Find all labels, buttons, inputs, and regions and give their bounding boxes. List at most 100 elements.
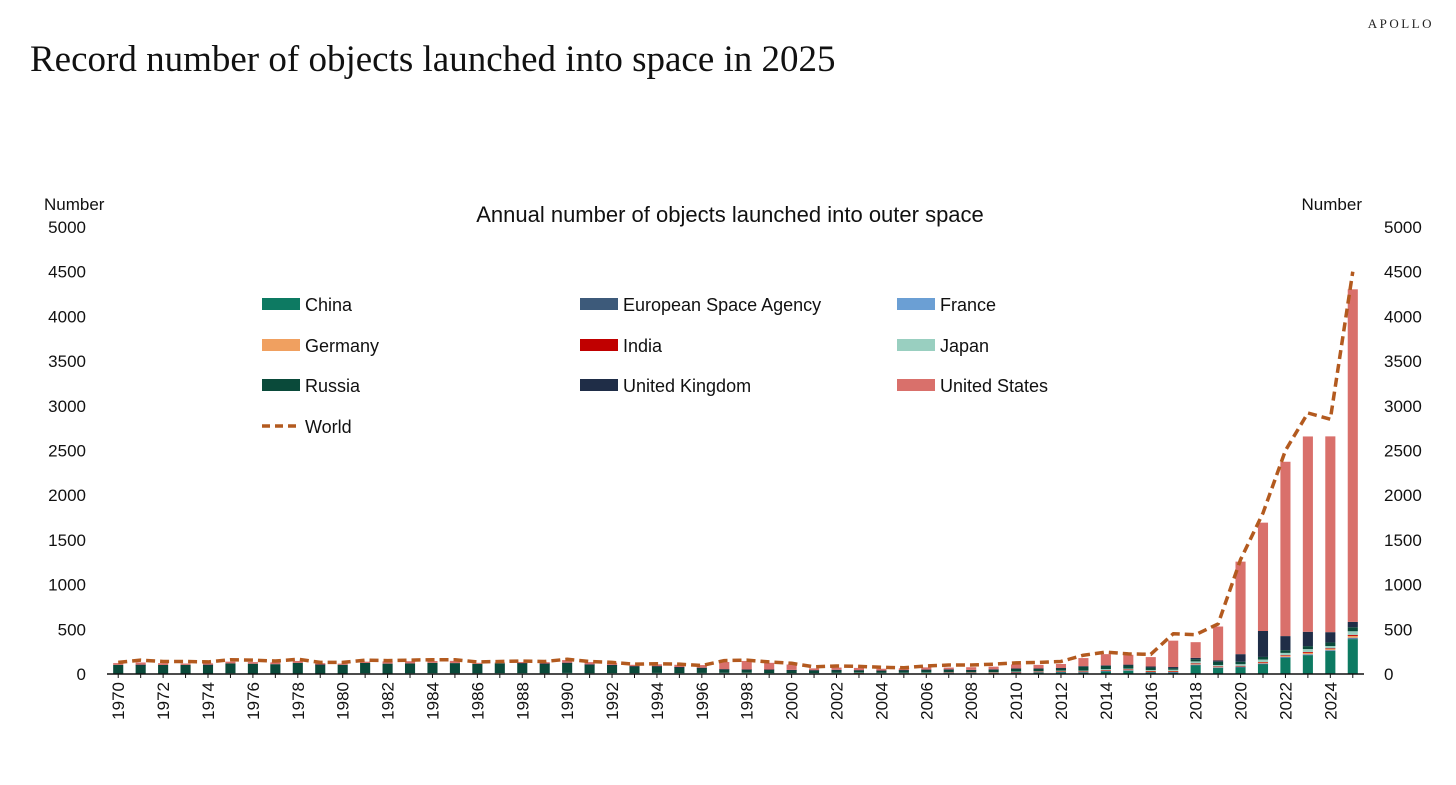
bar-united-states-1983	[404, 661, 416, 664]
bar-germany-2025	[1347, 635, 1358, 638]
bar-china-2025	[1347, 639, 1358, 674]
bar-china-2014	[1100, 671, 1111, 674]
bar-china-2020	[1235, 667, 1246, 674]
bar-united-states-1971	[135, 662, 146, 665]
bar-united-kingdom-2014	[1100, 665, 1111, 666]
bar-japan-2018	[1190, 661, 1201, 664]
bar-russia-1981	[360, 663, 371, 674]
bar-united-states-2021	[1257, 522, 1269, 631]
bar-russia-2003	[853, 670, 864, 673]
bar-united-kingdom-1990	[562, 662, 573, 664]
bar-united-states-1998	[741, 660, 752, 670]
bar-india-2003	[853, 672, 864, 674]
bar-russia-2023	[1302, 646, 1313, 650]
bar-india-2014	[1100, 670, 1111, 671]
bar-china-2021	[1257, 664, 1269, 674]
bar-united-kingdom-2019	[1213, 660, 1224, 662]
x-tick-label-1986: 1986	[468, 682, 487, 720]
bar-united-kingdom-2013	[1078, 666, 1089, 667]
bar-russia-1973	[180, 664, 191, 674]
bar-united-states-1991	[584, 662, 595, 665]
y-tick-right-2000: 2000	[1384, 486, 1422, 505]
bar-european-space-agency-2017	[1168, 672, 1179, 673]
bar-china-2013	[1078, 672, 1089, 674]
bar-united-kingdom-1971	[135, 664, 146, 666]
bar-russia-1984	[427, 662, 438, 674]
y-tick-left-0: 0	[77, 665, 86, 684]
bar-united-kingdom-1996	[696, 667, 707, 669]
bar-germany-2024	[1325, 649, 1336, 651]
bar-japan-2006	[921, 672, 932, 674]
bar-united-states-2024	[1325, 436, 1336, 633]
bar-united-states-1981	[360, 661, 371, 663]
bar-russia-1989	[539, 663, 550, 674]
bar-germany-2021	[1257, 662, 1269, 664]
bar-united-states-2002	[831, 667, 842, 670]
bar-russia-1993	[629, 666, 640, 674]
bar-united-states-1990	[562, 660, 573, 663]
x-tick-label-1992: 1992	[603, 682, 622, 720]
x-tick-label-2012: 2012	[1052, 682, 1071, 720]
bar-russia-1971	[135, 664, 146, 674]
y-tick-right-1500: 1500	[1384, 531, 1422, 550]
bar-russia-2021	[1257, 656, 1269, 660]
legend-swatch-united-kingdom	[580, 379, 618, 391]
legend-swatch-japan	[897, 339, 935, 351]
x-tick-label-2024: 2024	[1321, 682, 1340, 720]
bar-germany-2017	[1168, 671, 1179, 673]
bar-united-states-1986	[472, 662, 483, 664]
bar-russia-2007	[943, 669, 954, 673]
bar-united-states-1978	[292, 660, 303, 663]
bar-european-space-agency-2023	[1302, 654, 1313, 656]
bar-india-2009	[988, 672, 999, 674]
bar-united-kingdom-2008	[966, 669, 977, 671]
bar-united-states-1977	[270, 662, 281, 665]
x-tick-label-2000: 2000	[783, 682, 802, 720]
bar-united-kingdom-1979	[315, 664, 326, 666]
bar-japan-2003	[853, 672, 864, 674]
bar-russia-1996	[696, 667, 707, 673]
x-tick-label-2014: 2014	[1097, 682, 1116, 720]
bar-india-2020	[1235, 665, 1246, 667]
bar-united-states-2023	[1302, 436, 1313, 632]
x-tick-label-2008: 2008	[962, 682, 981, 720]
bar-japan-1998	[741, 672, 752, 674]
bar-united-states-1970	[113, 663, 124, 665]
bar-united-states-1976	[247, 662, 258, 664]
bar-russia-2009	[988, 669, 999, 673]
bar-japan-1997	[719, 672, 730, 674]
bar-russia-2000	[786, 670, 797, 674]
bar-china-2018	[1190, 665, 1201, 674]
bar-united-states-1988	[517, 662, 528, 664]
bar-european-space-agency-2025	[1347, 638, 1358, 640]
bar-russia-1990	[562, 662, 573, 673]
bar-russia-2006	[921, 669, 932, 673]
bar-india-2018	[1190, 663, 1201, 665]
y-tick-left-1000: 1000	[48, 576, 86, 595]
world-line	[118, 271, 1355, 670]
bar-united-kingdom-2004	[876, 670, 887, 672]
legend-swatch-european-space-agency	[580, 298, 618, 310]
bar-japan-2011	[1033, 671, 1044, 672]
bar-united-kingdom-1991	[584, 664, 595, 665]
bar-united-kingdom-2018	[1190, 657, 1201, 660]
bar-united-kingdom-2017	[1168, 667, 1179, 669]
x-tick-label-1996: 1996	[693, 682, 712, 720]
y-tick-left-2000: 2000	[48, 486, 86, 505]
bar-russia-2008	[966, 670, 977, 673]
bar-germany-2023	[1302, 652, 1313, 655]
bar-united-states-2001	[809, 668, 820, 671]
bar-france-2013	[1078, 671, 1089, 673]
y-tick-left-2500: 2500	[48, 442, 86, 461]
page-title: Record number of objects launched into s…	[30, 39, 836, 80]
bar-russia-1992	[606, 664, 618, 674]
y-tick-right-0: 0	[1384, 665, 1393, 684]
bar-russia-1975	[225, 663, 236, 674]
bar-russia-2013	[1078, 666, 1089, 671]
bar-united-kingdom-1992	[606, 664, 618, 666]
bar-united-kingdom-2009	[988, 669, 999, 670]
bar-japan-2013	[1078, 670, 1089, 672]
bar-united-states-2025	[1347, 289, 1358, 622]
world-line-group	[118, 271, 1355, 670]
bar-japan-2021	[1257, 659, 1269, 663]
